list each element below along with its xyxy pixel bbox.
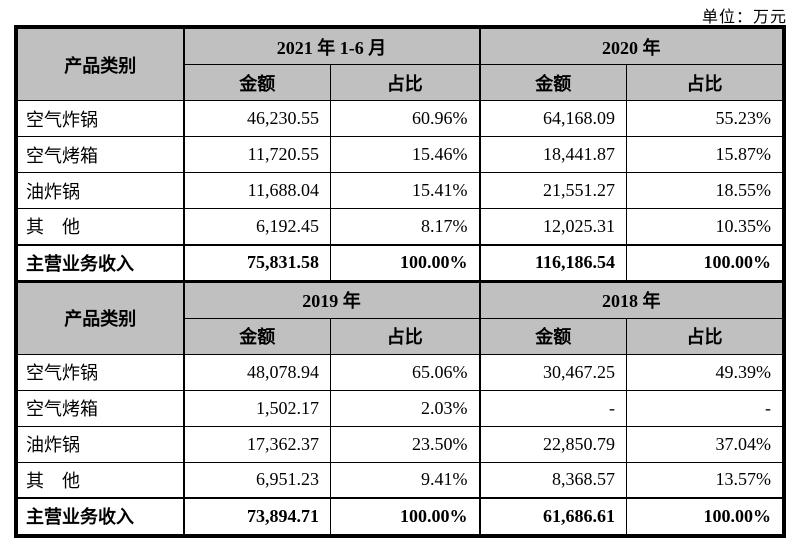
ratio-cell: -: [626, 389, 783, 427]
ratio-cell: 55.23%: [626, 100, 783, 137]
table-row: 油炸锅 11,688.04 15.41% 21,551.27 18.55%: [17, 172, 783, 209]
amount-cell: 21,551.27: [478, 172, 627, 209]
ratio-column-header: 占比: [330, 317, 480, 355]
table-row: 空气炸锅 46,230.55 60.96% 64,168.09 55.23%: [17, 100, 783, 137]
period-header-2021: 2021 年 1-6 月: [182, 28, 480, 65]
category-cell: 其 他: [17, 461, 184, 499]
category-cell: 空气烤箱: [17, 136, 184, 173]
ratio-cell: 2.03%: [330, 389, 480, 427]
section-header: 产品类别 2019 年 2018 年 金额 占比 金额 占比: [17, 281, 783, 355]
amount-cell: -: [478, 389, 627, 427]
category-cell: 其 他: [17, 208, 184, 245]
ratio-cell: 18.55%: [626, 172, 783, 209]
category-cell: 主营业务收入: [17, 243, 184, 281]
period-header-2020: 2020 年: [478, 28, 783, 65]
amount-cell: 61,686.61: [478, 497, 627, 535]
category-cell: 油炸锅: [17, 425, 184, 463]
amount-cell: 1,502.17: [182, 389, 331, 427]
ratio-cell: 100.00%: [626, 497, 783, 535]
amount-column-header: 金额: [182, 64, 331, 101]
ratio-cell: 10.35%: [626, 208, 783, 245]
category-cell: 空气烤箱: [17, 389, 184, 427]
amount-cell: 75,831.58: [182, 243, 331, 281]
ratio-cell: 37.04%: [626, 425, 783, 463]
ratio-cell: 100.00%: [626, 243, 783, 281]
ratio-cell: 15.41%: [330, 172, 480, 209]
ratio-cell: 60.96%: [330, 100, 480, 137]
ratio-cell: 49.39%: [626, 353, 783, 391]
amount-cell: 22,850.79: [478, 425, 627, 463]
amount-cell: 18,441.87: [478, 136, 627, 173]
category-cell: 空气炸锅: [17, 100, 184, 137]
amount-cell: 8,368.57: [478, 461, 627, 499]
category-cell: 油炸锅: [17, 172, 184, 209]
amount-column-header: 金额: [182, 317, 331, 355]
amount-column-header: 金额: [478, 317, 627, 355]
category-column-header: 产品类别: [17, 28, 184, 101]
amount-cell: 116,186.54: [478, 243, 627, 281]
ratio-column-header: 占比: [330, 64, 480, 101]
amount-cell: 17,362.37: [182, 425, 331, 463]
amount-cell: 64,168.09: [478, 100, 627, 137]
ratio-cell: 23.50%: [330, 425, 480, 463]
ratio-cell: 8.17%: [330, 208, 480, 245]
amount-cell: 30,467.25: [478, 353, 627, 391]
ratio-cell: 9.41%: [330, 461, 480, 499]
revenue-section-2019-2018: 产品类别 2019 年 2018 年 金额 占比 金额 占比 空气炸锅 48,07…: [17, 281, 783, 535]
section-body: 空气炸锅 48,078.94 65.06% 30,467.25 49.39% 空气烤箱 1,…: [17, 353, 783, 535]
ratio-column-header: 占比: [626, 64, 783, 101]
table-total-row: 主营业务收入 73,894.71 100.00% 61,686.61 100.00%: [17, 497, 783, 535]
ratio-cell: 13.57%: [626, 461, 783, 499]
category-cell: 主营业务收入: [17, 497, 184, 535]
ratio-cell: 15.46%: [330, 136, 480, 173]
table-row: 空气烤箱 11,720.55 15.46% 18,441.87 15.87%: [17, 136, 783, 173]
amount-cell: 73,894.71: [182, 497, 331, 535]
amount-cell: 6,192.45: [182, 208, 331, 245]
table-total-row: 主营业务收入 75,831.58 100.00% 116,186.54 100.00%: [17, 243, 783, 281]
amount-cell: 6,951.23: [182, 461, 331, 499]
unit-label: 单位：万元: [701, 9, 787, 26]
amount-cell: 48,078.94: [182, 353, 331, 391]
revenue-section-2021-2020: 产品类别 2021 年 1-6 月 2020 年 金额 占比 金额 占比 空气炸…: [17, 28, 783, 281]
amount-cell: 11,720.55: [182, 136, 331, 173]
section-body: 空气炸锅 46,230.55 60.96% 64,168.09 55.23% 空气烤箱 11…: [17, 100, 783, 281]
table-row: 空气炸锅 48,078.94 65.06% 30,467.25 49.39%: [17, 353, 783, 391]
period-header-2019: 2019 年: [182, 281, 480, 319]
section-header: 产品类别 2021 年 1-6 月 2020 年 金额 占比 金额 占比: [17, 28, 783, 101]
amount-column-header: 金额: [478, 64, 627, 101]
ratio-cell: 15.87%: [626, 136, 783, 173]
table-row: 其 他 6,951.23 9.41% 8,368.57 13.57%: [17, 461, 783, 499]
ratio-cell: 100.00%: [330, 497, 480, 535]
table-row: 空气烤箱 1,502.17 2.03% - -: [17, 389, 783, 427]
table-row: 油炸锅 17,362.37 23.50% 22,850.79 37.04%: [17, 425, 783, 463]
table-row: 其 他 6,192.45 8.17% 12,025.31 10.35%: [17, 208, 783, 245]
ratio-cell: 100.00%: [330, 243, 480, 281]
ratio-column-header: 占比: [626, 317, 783, 355]
products-revenue-table: 产品类别 2021 年 1-6 月 2020 年 金额 占比 金额 占比 空气炸…: [14, 25, 786, 538]
category-cell: 空气炸锅: [17, 353, 184, 391]
amount-cell: 46,230.55: [182, 100, 331, 137]
ratio-cell: 65.06%: [330, 353, 480, 391]
category-column-header: 产品类别: [17, 281, 184, 355]
amount-cell: 12,025.31: [478, 208, 627, 245]
amount-cell: 11,688.04: [182, 172, 331, 209]
period-header-2018: 2018 年: [478, 281, 783, 319]
